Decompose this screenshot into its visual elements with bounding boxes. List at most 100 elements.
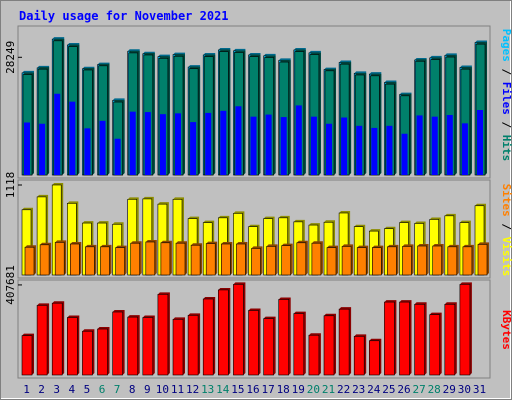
pages-bar-day-16 <box>250 116 257 175</box>
kbytes-bar-day-18 <box>278 297 291 376</box>
kbytes-bar-day-6 <box>97 327 110 376</box>
sites-bar-day-28 <box>432 244 444 276</box>
pages-bar-day-26 <box>401 133 408 175</box>
kbytes-bar-day-11 <box>172 317 185 376</box>
x-label-day-10: 10 <box>156 383 169 396</box>
pages-bar-day-23 <box>356 125 363 175</box>
x-label-day-30: 30 <box>458 383 471 396</box>
hits-bars <box>18 37 487 176</box>
sites-bar-day-19 <box>296 240 308 276</box>
panel-kbytes <box>17 279 491 379</box>
panel-visits-sites <box>17 179 491 279</box>
x-label-day-24: 24 <box>367 383 381 396</box>
sites-bar-day-31 <box>477 242 489 276</box>
kbytes-bar-day-4 <box>67 315 80 376</box>
kbytes-bar-day-17 <box>263 316 276 376</box>
x-label-day-6: 6 <box>99 383 106 396</box>
pages-bar-day-2 <box>39 123 46 175</box>
pages-bar-day-15 <box>235 106 242 175</box>
x-label-day-12: 12 <box>186 383 199 396</box>
x-label-day-5: 5 <box>84 383 91 396</box>
pages-bar-day-24 <box>371 127 378 175</box>
pages-bar-day-3 <box>54 93 61 175</box>
kbytes-bar-day-10 <box>157 292 170 376</box>
pages-bar-day-18 <box>280 117 287 175</box>
x-label-day-14: 14 <box>216 383 230 396</box>
kbytes-bar-day-20 <box>308 333 321 376</box>
x-axis-day-labels: 1 2 3 4 5 6 7 8 9 10 11 12 13 14 15 16 17 18 19 20 21 22 23 24 2… <box>23 383 486 396</box>
pages-bar-day-8 <box>129 111 136 175</box>
chart-title: Daily usage for November 2021 <box>19 9 229 23</box>
x-label-day-19: 19 <box>292 383 305 396</box>
pages-bar-day-28 <box>431 116 438 175</box>
kbytes-bar-day-25 <box>384 300 397 376</box>
x-label-day-20: 20 <box>307 383 320 396</box>
x-label-day-17: 17 <box>261 383 274 396</box>
axis-label-visits: Visits <box>500 237 512 277</box>
kbytes-bar-day-5 <box>82 329 95 376</box>
x-label-day-31: 31 <box>473 383 486 396</box>
kbytes-bar-day-29 <box>444 302 457 376</box>
axis-label-sep-2: / <box>500 122 512 129</box>
axis-label-pages: Pages <box>500 29 512 62</box>
visits-bars <box>18 182 489 276</box>
axis-label-hits: Hits <box>500 135 512 162</box>
sites-bar-day-21 <box>326 245 338 276</box>
sites-bar-day-8 <box>130 241 142 276</box>
sites-bar-day-4 <box>70 242 82 276</box>
kbytes-bars <box>18 282 472 376</box>
x-label-day-27: 27 <box>412 383 425 396</box>
pages-bar-day-31 <box>477 110 483 175</box>
x-label-day-4: 4 <box>68 383 75 396</box>
sites-bar-day-5 <box>85 244 97 276</box>
pages-bar-day-25 <box>386 125 393 175</box>
pages-bar-day-20 <box>310 116 317 175</box>
sites-bar-day-14 <box>221 242 233 276</box>
pages-bar-day-1 <box>24 122 30 175</box>
axis-label-files: Files <box>500 82 512 115</box>
pages-bar-day-22 <box>341 117 348 175</box>
kbytes-bar-day-27 <box>414 302 427 376</box>
sites-bar-day-18 <box>281 243 293 276</box>
sites-bar-day-26 <box>402 244 414 276</box>
sites-bar-day-27 <box>417 244 429 276</box>
sites-bar-day-1 <box>24 245 36 276</box>
x-label-day-3: 3 <box>53 383 60 396</box>
axis-label-sep-3: / <box>500 223 512 230</box>
x-label-day-1: 1 <box>23 383 30 396</box>
pages-bar-day-5 <box>84 128 91 175</box>
pages-bar-day-29 <box>446 115 453 175</box>
kbytes-bar-day-8 <box>127 315 140 376</box>
pages-bar-day-19 <box>295 105 302 175</box>
x-label-day-25: 25 <box>382 383 395 396</box>
axis-label-sites: Sites <box>500 184 512 217</box>
kbytes-bar-day-14 <box>218 287 231 376</box>
x-label-day-29: 29 <box>443 383 456 396</box>
x-label-day-21: 21 <box>322 383 335 396</box>
x-label-day-2: 2 <box>38 383 45 396</box>
pages-bar-day-4 <box>69 101 76 175</box>
kbytes-bar-day-15 <box>233 282 246 376</box>
sites-bar-day-10 <box>160 240 172 276</box>
sites-bar-day-22 <box>341 244 354 276</box>
kbytes-bar-day-12 <box>187 313 201 376</box>
sites-bar-day-25 <box>387 244 399 276</box>
pages-bar-day-10 <box>159 114 166 175</box>
kbytes-bar-day-16 <box>248 308 261 376</box>
sites-bar-day-16 <box>251 246 263 276</box>
sites-bar-day-23 <box>356 245 369 276</box>
kbytes-bar-day-19 <box>293 311 306 376</box>
x-label-day-16: 16 <box>246 383 259 396</box>
sites-bar-day-29 <box>447 244 459 276</box>
axis-label-pages-files-hits: Pages / Files / Hits <box>500 29 512 162</box>
kbytes-bar-day-13 <box>202 297 216 376</box>
pages-bar-day-14 <box>220 110 227 175</box>
kbytes-bar-day-2 <box>36 303 50 376</box>
sites-bar-day-24 <box>371 245 384 276</box>
axis-label-kbytes: KBytes <box>500 310 512 350</box>
kbytes-bar-day-21 <box>323 313 336 376</box>
x-label-day-26: 26 <box>397 383 410 396</box>
panel-hits-files-pages <box>17 25 491 179</box>
pages-bar-day-21 <box>326 123 332 175</box>
